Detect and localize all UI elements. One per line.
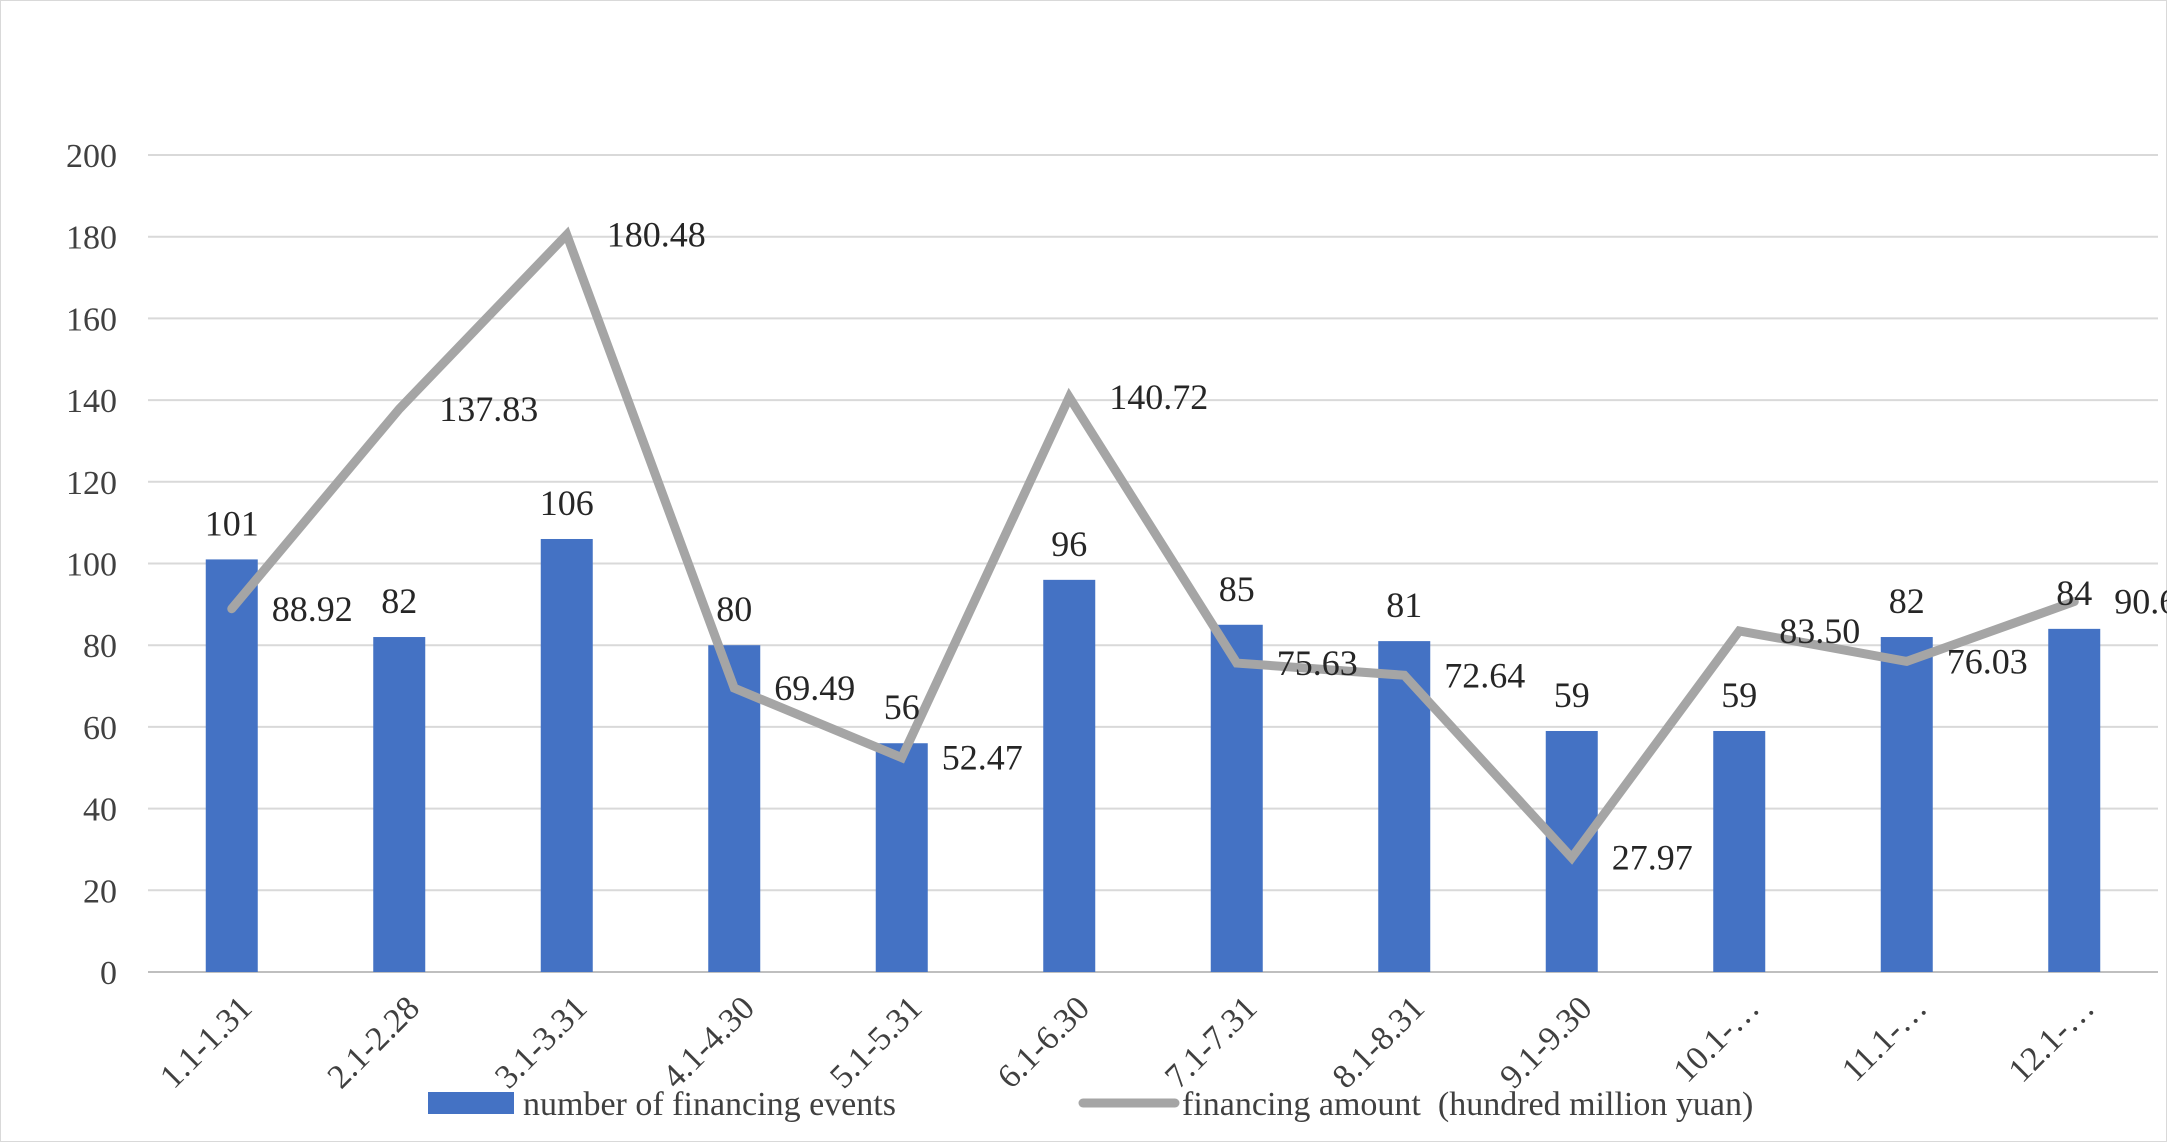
bar-data-label: 82 xyxy=(381,581,417,621)
y-tick-label: 120 xyxy=(66,465,117,502)
x-tick-label: 10.1-… xyxy=(1667,989,1767,1089)
bar xyxy=(205,559,258,972)
line-data-label: 140.72 xyxy=(1109,377,1208,417)
x-tick-label: 5.1-5.31 xyxy=(823,989,929,1095)
y-tick-label: 60 xyxy=(83,710,117,747)
x-tick-label: 4.1-4.30 xyxy=(656,989,762,1095)
x-tick-label: 3.1-3.31 xyxy=(488,989,594,1095)
bar xyxy=(1210,624,1263,972)
y-tick-label: 160 xyxy=(66,301,117,338)
bar xyxy=(540,538,593,972)
line-data-label: 75.63 xyxy=(1277,643,1358,683)
bar-data-label: 101 xyxy=(205,503,259,543)
x-tick-label: 1.1-1.31 xyxy=(153,989,259,1095)
bar-data-label: 85 xyxy=(1219,569,1255,609)
bar-data-labels: 101 82 106 80 56 96 85 81 59 59 82 84 xyxy=(205,483,2093,727)
legend-line-label: financing amount (hundred million yuan) xyxy=(1182,1086,1753,1123)
line-data-label: 137.83 xyxy=(439,389,538,429)
y-tick-label: 140 xyxy=(66,383,117,420)
x-tick-label: 7.1-7.31 xyxy=(1158,989,1264,1095)
y-tick-label: 40 xyxy=(83,792,117,829)
line-data-label: 72.64 xyxy=(1444,655,1525,695)
bar-data-label: 80 xyxy=(716,589,752,629)
bar-data-label: 84 xyxy=(2056,573,2092,613)
y-tick-label: 100 xyxy=(66,547,117,584)
x-tick-label: 12.1-… xyxy=(2002,989,2102,1089)
bar-data-label: 106 xyxy=(540,483,594,523)
line-series xyxy=(227,226,2079,865)
x-tick-label: 2.1-2.28 xyxy=(321,989,427,1095)
line-data-label: 69.49 xyxy=(774,668,855,708)
bar-data-label: 81 xyxy=(1386,585,1422,625)
x-tick-label: 9.1-9.30 xyxy=(1493,989,1599,1095)
y-tick-label: 180 xyxy=(66,220,117,257)
bar xyxy=(1880,637,1933,972)
line-series-path xyxy=(227,226,2079,865)
bar xyxy=(373,637,426,972)
bar-data-label: 82 xyxy=(1889,581,1925,621)
line-data-label: 83.50 xyxy=(1779,611,1860,651)
bar-data-label: 59 xyxy=(1721,675,1757,715)
y-tick-label: 80 xyxy=(83,628,117,665)
bar-series xyxy=(205,538,2101,972)
legend: number of financing events financing amo… xyxy=(428,1086,1753,1123)
bar xyxy=(1713,730,1766,972)
bar-data-label: 56 xyxy=(884,687,920,727)
bar-data-label: 59 xyxy=(1554,675,1590,715)
y-tick-label: 200 xyxy=(66,138,117,175)
line-data-labels: 88.92 137.83 180.48 69.49 52.47 140.72 75.63 72… xyxy=(272,215,2167,878)
bar xyxy=(875,743,928,972)
line-data-label: 27.97 xyxy=(1612,838,1693,878)
legend-bar-label: number of financing events xyxy=(523,1086,896,1123)
bar-data-label: 96 xyxy=(1051,524,1087,564)
y-tick-label: 20 xyxy=(83,873,117,910)
legend-bar-swatch xyxy=(428,1092,514,1114)
gridlines xyxy=(148,154,2158,973)
y-axis-ticks: 0 20 40 60 80 100 120 140 160 180 200 xyxy=(66,138,117,992)
x-axis-ticks: 1.1-1.31 2.1-2.28 3.1-3.31 4.1-4.30 5.1-5.31… xyxy=(153,989,2102,1095)
x-tick-label: 6.1-6.30 xyxy=(991,989,1097,1095)
x-tick-label: 8.1-8.31 xyxy=(1326,989,1432,1095)
line-data-label: 88.92 xyxy=(272,589,353,629)
x-tick-label: 11.1-… xyxy=(1835,989,1934,1088)
line-data-label: 52.47 xyxy=(942,738,1023,778)
bar xyxy=(2048,628,2101,972)
y-tick-label: 0 xyxy=(100,955,117,992)
bar xyxy=(1043,579,1096,972)
line-data-label: 90.68 xyxy=(2114,582,2167,622)
line-data-label: 180.48 xyxy=(607,215,706,255)
line-data-label: 76.03 xyxy=(1947,641,2028,681)
